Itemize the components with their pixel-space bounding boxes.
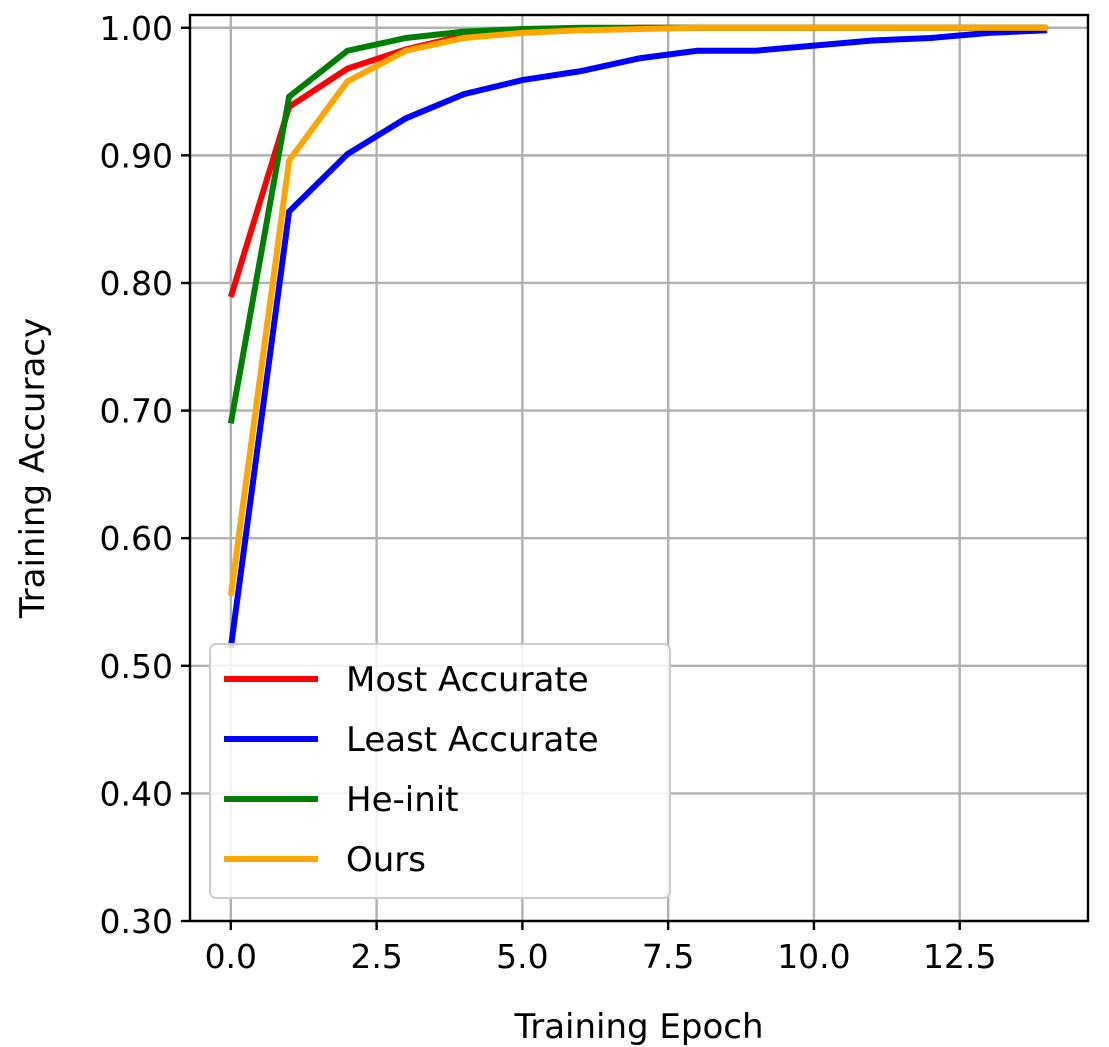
legend-box <box>209 643 671 899</box>
x-axis-ticks: 0.0 2.5 5.0 7.5 10.0 12.5 <box>205 921 996 976</box>
series-line-least-accurate <box>227 27 1048 649</box>
y-tick-label: 0.70 <box>100 392 173 431</box>
legend-label: He-init <box>346 780 459 820</box>
plot-frame <box>188 13 1090 923</box>
y-tick-label: 0.80 <box>100 264 173 303</box>
y-axis-ticks: 0.30 0.40 0.50 0.60 0.70 0.80 0.90 1.00 <box>100 9 190 941</box>
x-tick-label: 2.5 <box>350 937 402 976</box>
legend-label: Least Accurate <box>346 720 599 760</box>
x-tick-label: 10.0 <box>777 937 850 976</box>
y-tick-label: 0.50 <box>100 647 173 686</box>
x-tick-label: 5.0 <box>496 937 548 976</box>
x-axis-title: Training Epoch <box>513 1007 763 1047</box>
y-axis-title: Training Accuracy <box>13 318 53 619</box>
legend-label: Ours <box>346 840 426 880</box>
y-tick-label: 0.60 <box>100 519 173 558</box>
x-tick-label: 12.5 <box>923 937 996 976</box>
x-tick-label: 7.5 <box>642 937 694 976</box>
y-tick-label: 0.90 <box>100 136 173 175</box>
series-line-ours <box>227 24 1048 597</box>
x-tick-label: 0.0 <box>205 937 257 976</box>
y-tick-label: 0.30 <box>100 902 173 941</box>
y-tick-label: 0.40 <box>100 774 173 813</box>
series-group <box>227 24 1048 649</box>
legend: Most Accurate Least Accurate He-init Ours <box>209 643 671 899</box>
y-tick-label: 1.00 <box>100 9 173 48</box>
legend-label: Most Accurate <box>346 660 589 700</box>
